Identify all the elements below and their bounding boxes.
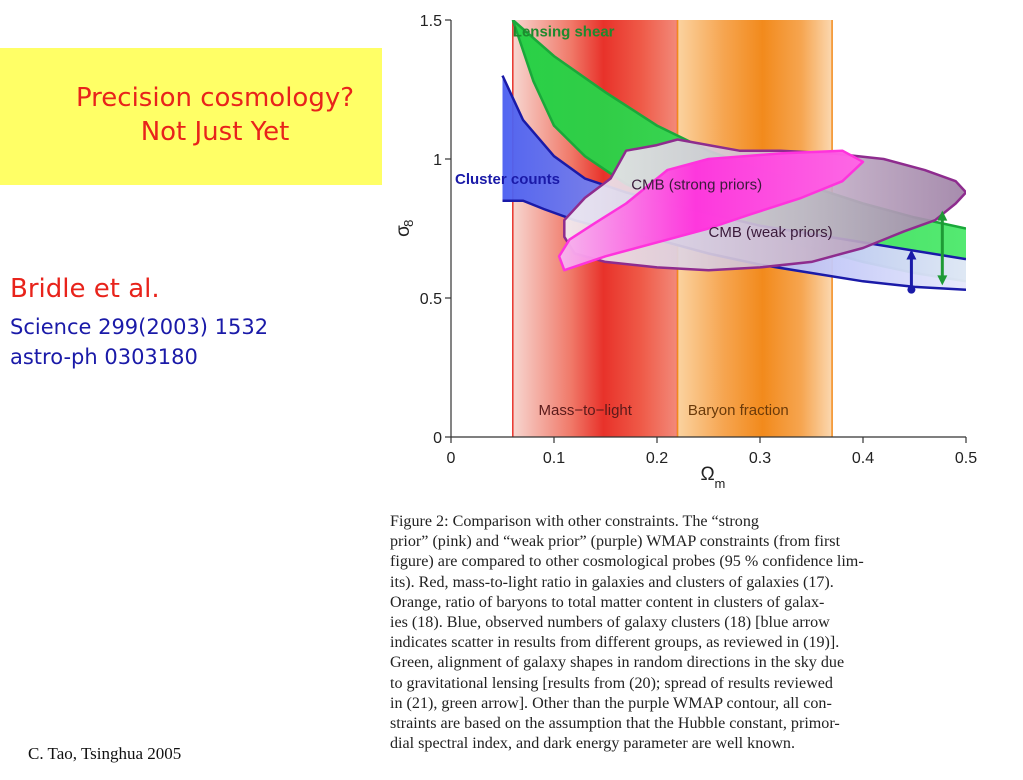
- annotation-cmb-weak: CMB (weak priors): [709, 224, 833, 241]
- cmb-strong-priors-contour: [557, 149, 865, 272]
- caption-line: in (21), green arrow]. Other than the pu…: [390, 694, 832, 712]
- y-tick-label: 1: [433, 152, 442, 169]
- x-tick-label: 0.2: [646, 450, 668, 467]
- caption-line: to gravitational lensing [results from (…: [390, 674, 833, 692]
- x-tick-label: 0.1: [543, 450, 565, 467]
- caption-line: prior” (pink) and “weak prior” (purple) …: [390, 533, 841, 551]
- y-tick-label: 0.5: [420, 291, 442, 308]
- caption-line: indicates scatter in results from differ…: [390, 634, 840, 652]
- plot-area: [501, 20, 966, 437]
- caption-line: Orange, ratio of baryons to total matter…: [390, 593, 825, 611]
- blue-arrow-head: [906, 249, 917, 260]
- cosmology-constraints-chart: 0 0.1 0.2 0.3 0.4 0.5 0 0.5 1 1.5 Ω m σ8 Lensing shea…: [393, 13, 977, 491]
- annotation-baryon-fraction: Baryon fraction: [688, 402, 789, 419]
- footer-credit: C. Tao, Tsinghua 2005: [28, 744, 182, 763]
- y-axis-label-subscript: 8: [401, 220, 416, 227]
- green-arrow-head: [937, 210, 948, 221]
- y-tick-label: 1.5: [420, 13, 442, 30]
- annotation-mass-to-light: Mass−to−light: [539, 402, 633, 419]
- x-tick-label: 0.3: [749, 450, 771, 467]
- x-axis-label: Ω: [701, 464, 715, 485]
- annotation-cluster-counts: Cluster counts: [455, 171, 560, 188]
- blue-arrow-tail: [907, 285, 916, 294]
- caption-line: its). Red, mass-to-light ratio in galaxi…: [390, 573, 834, 591]
- caption-line: figure) are compared to other cosmologic…: [390, 553, 864, 571]
- green-arrow-tail: [937, 275, 948, 286]
- caption-line: ies (18). Blue, observed numbers of gala…: [390, 613, 830, 631]
- caption-line: dial spectral index, and dark energy par…: [390, 735, 796, 753]
- title-box: [0, 48, 382, 185]
- x-axis-label-subscript: m: [715, 476, 726, 491]
- caption-line: Figure 2: Comparison with other constrai…: [390, 513, 759, 530]
- annotation-lensing-shear: Lensing shear: [513, 24, 615, 41]
- reference-author: Bridle et al.: [10, 274, 160, 304]
- slide-title-line-2: Not Just Yet: [140, 117, 290, 147]
- y-axis-label: σ: [393, 225, 414, 237]
- caption-line: Green, alignment of galaxy shapes in ran…: [390, 654, 845, 672]
- reference-journal: Science 299(2003) 1532: [10, 315, 269, 339]
- x-tick-label: 0.5: [955, 450, 977, 467]
- x-tick-label: 0: [447, 450, 456, 467]
- caption-line: straints are based on the assumption tha…: [390, 714, 840, 732]
- figure-caption: Figure 2: Comparison with other constrai…: [390, 512, 1000, 754]
- slide-title-line-1: Precision cosmology?: [75, 83, 355, 113]
- annotation-cmb-strong: CMB (strong priors): [631, 177, 762, 194]
- y-tick-label: 0: [433, 430, 442, 447]
- reference-arxiv: astro-ph 0303180: [10, 345, 198, 369]
- x-tick-label: 0.4: [852, 450, 874, 467]
